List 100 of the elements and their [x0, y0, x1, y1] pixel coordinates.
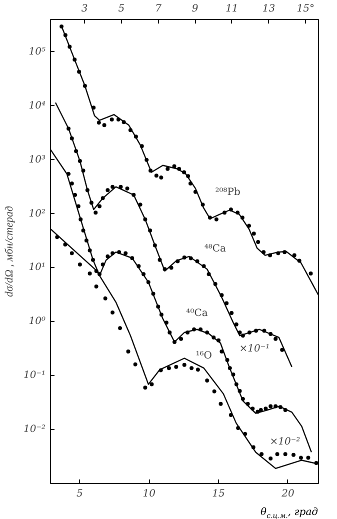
point	[142, 272, 146, 276]
point	[81, 168, 86, 173]
point	[202, 264, 206, 268]
point	[166, 366, 171, 370]
point	[70, 251, 74, 256]
point	[230, 310, 234, 315]
point	[172, 340, 176, 344]
point	[234, 382, 238, 386]
x-tick-label: 10	[142, 488, 156, 500]
point	[100, 262, 105, 266]
point	[278, 405, 282, 410]
x-tick-label: 15	[212, 488, 225, 500]
point	[84, 238, 88, 242]
point	[196, 368, 200, 372]
point	[132, 192, 136, 197]
point	[89, 200, 94, 205]
point	[169, 266, 174, 270]
point	[66, 172, 71, 176]
point	[268, 404, 273, 408]
point	[151, 292, 156, 296]
point	[238, 388, 242, 393]
x-tick-label: 20	[280, 488, 295, 500]
y-tick-label: 10²	[28, 208, 46, 220]
point	[224, 301, 229, 306]
point	[88, 248, 92, 252]
point	[152, 243, 157, 248]
point	[228, 413, 233, 418]
point	[100, 196, 105, 200]
point	[268, 456, 273, 461]
point	[182, 255, 186, 260]
x-tick-label: 5	[76, 488, 83, 500]
point	[156, 304, 160, 309]
point	[98, 204, 102, 208]
annotation: ×10⁻¹	[239, 343, 270, 354]
y-tick-label: 10⁴	[28, 100, 46, 112]
point	[110, 310, 115, 314]
point	[126, 350, 130, 354]
point	[103, 296, 108, 300]
point	[148, 228, 152, 233]
point	[240, 334, 245, 338]
point	[212, 335, 216, 340]
series-label: ²⁰⁸Pb	[215, 186, 240, 198]
point	[76, 204, 80, 208]
point	[179, 336, 184, 341]
point	[158, 258, 162, 262]
point	[182, 362, 186, 367]
y-tick-label: 10⁻²	[23, 424, 46, 436]
point	[206, 272, 211, 276]
point	[262, 328, 266, 333]
point	[118, 184, 123, 189]
x2-tick-label: 3	[81, 4, 88, 14]
point	[314, 460, 318, 465]
point	[190, 366, 194, 370]
point	[110, 251, 115, 256]
y-tick-label: 10³	[28, 154, 46, 166]
point	[78, 159, 82, 164]
point	[63, 242, 68, 246]
point	[110, 184, 115, 189]
point	[117, 250, 122, 254]
point	[143, 386, 148, 390]
point	[280, 348, 284, 352]
point	[243, 432, 248, 436]
point	[188, 256, 193, 260]
point	[283, 452, 288, 456]
point	[283, 408, 288, 412]
point	[250, 406, 255, 411]
point	[205, 330, 210, 334]
point	[55, 235, 60, 240]
point	[150, 382, 154, 386]
x2-tick-label: 11	[226, 4, 238, 14]
point	[164, 320, 168, 325]
point	[192, 327, 196, 332]
point	[94, 210, 98, 215]
point	[220, 293, 224, 298]
point	[220, 350, 224, 354]
x2-tick-label: 7	[155, 4, 162, 14]
point	[130, 256, 134, 260]
x2-tick-label: 9	[192, 4, 199, 14]
point	[106, 254, 110, 258]
point	[136, 264, 141, 268]
point	[225, 358, 230, 362]
point	[264, 406, 268, 411]
point	[70, 136, 74, 140]
point	[176, 259, 180, 264]
point	[240, 396, 245, 401]
point	[218, 402, 223, 406]
point	[234, 322, 238, 326]
point	[78, 262, 82, 266]
point	[195, 259, 200, 264]
x2-tick-label: 5	[118, 4, 125, 14]
point	[306, 456, 310, 460]
point	[216, 338, 221, 342]
point	[73, 192, 78, 197]
point	[274, 336, 278, 341]
point	[158, 368, 163, 372]
point	[247, 330, 252, 334]
point	[124, 251, 128, 256]
point	[94, 284, 98, 288]
point	[275, 452, 280, 456]
point	[246, 402, 250, 406]
